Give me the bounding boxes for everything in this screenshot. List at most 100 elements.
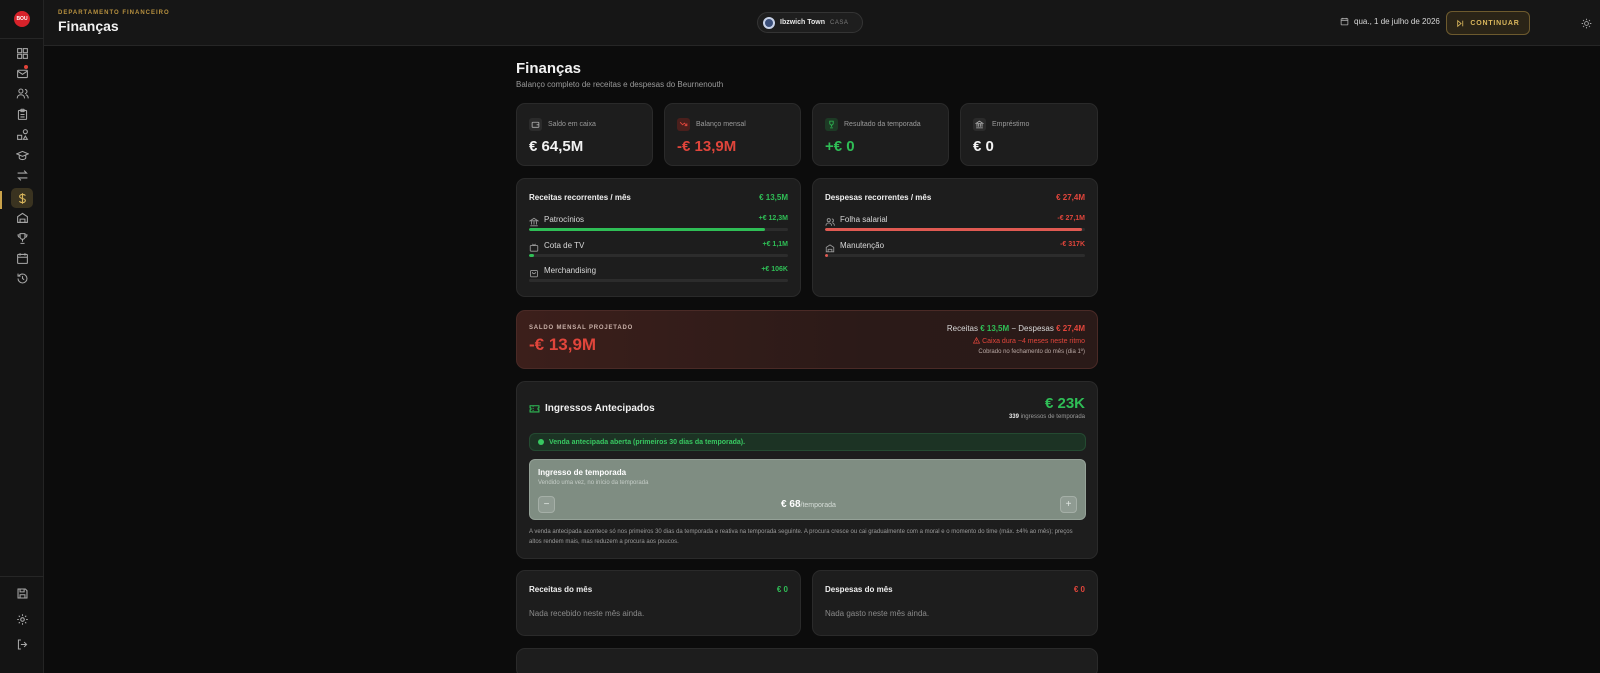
stat-label: Empréstimo <box>992 121 1030 128</box>
clipboard-icon <box>17 108 27 120</box>
header-title: Finanças <box>58 18 119 34</box>
expense-row-maintenance: Manutenção -€ 317K <box>825 240 1085 264</box>
expense-bar-fill <box>825 254 828 257</box>
income-label: Cota de TV <box>544 241 585 250</box>
trophy-icon <box>825 118 838 131</box>
warning-icon <box>972 336 981 344</box>
expense-value: -€ 27,1M <box>1057 215 1085 222</box>
sidebar-item-tactics[interactable] <box>11 104 33 124</box>
stat-value: +€ 0 <box>825 138 855 155</box>
season-ticket-price: € 68/temporada <box>530 499 1087 510</box>
team-location: CASA <box>829 19 849 26</box>
month-income-total: € 0 <box>776 585 788 594</box>
month-expenses-empty: Nada gasto neste mês ainda. <box>825 609 930 618</box>
stat-label: Resultado da temporada <box>844 121 921 128</box>
next-section-card <box>516 648 1098 673</box>
grid-icon <box>16 47 28 59</box>
status-dot-icon <box>538 439 544 445</box>
calendar-icon <box>16 252 28 264</box>
price-decrease-button[interactable]: − <box>538 496 555 513</box>
projection-note: Cobrado no fechamento do mês (dia 1º) <box>978 349 1085 355</box>
sun-icon <box>1581 18 1591 28</box>
page-title: Finanças <box>516 60 582 77</box>
notification-dot <box>24 65 28 69</box>
advance-tickets-count: 339 ingressos de temporada <box>1009 414 1085 420</box>
income-value: +€ 12,3M <box>758 215 788 222</box>
month-income-title: Receitas do mês <box>529 585 593 594</box>
team-selector[interactable]: Ibzwich Town CASA <box>757 12 863 33</box>
gear-icon <box>16 613 28 625</box>
active-indicator <box>0 191 2 209</box>
sidebar-item-finances[interactable] <box>11 188 33 208</box>
expense-bar-track <box>825 254 1085 257</box>
top-bar: DEPARTAMENTO FINANCEIRO Finanças Ibzwich… <box>44 0 1600 46</box>
stat-card-season-result: Resultado da temporada +€ 0 <box>812 103 949 166</box>
ticket-count-label: ingressos de temporada <box>1020 414 1085 420</box>
stadium-icon <box>825 240 835 253</box>
sidebar-item-training[interactable] <box>11 145 33 165</box>
month-expenses-total: € 0 <box>1073 585 1085 594</box>
season-ticket-panel: Ingresso de temporada Vendido uma vez, n… <box>529 459 1086 520</box>
recurring-expenses-card: Despesas recorrentes / mês € 27,4M Folha… <box>812 178 1098 297</box>
continue-button[interactable]: CONTINUAR <box>1446 11 1530 35</box>
trend-down-icon <box>677 118 690 131</box>
expense-label: Folha salarial <box>840 215 888 224</box>
season-ticket-subtitle: Vendido uma vez, no início da temporada <box>538 480 649 486</box>
advance-tickets-note: A venda antecipada acontece só nos prime… <box>529 529 1073 545</box>
history-icon <box>17 273 27 283</box>
expense-row-payroll: Folha salarial -€ 27,1M <box>825 214 1085 238</box>
sidebar-item-scouting[interactable] <box>11 124 33 144</box>
calendar-icon <box>1340 17 1349 26</box>
sidebar-item-history[interactable] <box>11 268 33 288</box>
continue-label: CONTINUAR <box>1470 19 1520 27</box>
recurring-expenses-title: Despesas recorrentes / mês <box>825 193 932 202</box>
price-increase-button[interactable]: + <box>1060 496 1077 513</box>
income-row-sponsorship: Patrocínios +€ 12,3M <box>528 214 788 238</box>
page-subtitle: Balanço completo de receitas e despesas … <box>516 80 724 89</box>
stat-value: € 64,5M <box>529 138 584 155</box>
advance-tickets-total: € 23K <box>1044 395 1085 412</box>
settings-button[interactable] <box>11 609 33 629</box>
ticket-icon <box>529 405 540 413</box>
income-bar-track <box>529 254 788 257</box>
sidebar-item-dashboard[interactable] <box>11 43 33 63</box>
stat-value: € 0 <box>973 138 994 155</box>
income-value: +€ 1,1M <box>762 241 789 248</box>
shopping-bag-icon <box>529 265 539 278</box>
expense-label: Manutenção <box>840 241 885 250</box>
advance-tickets-title-text: Ingressos Antecipados <box>545 403 655 414</box>
shapes-icon <box>16 128 28 140</box>
income-bar-track <box>529 228 788 231</box>
skip-forward-icon <box>1457 19 1464 27</box>
stat-card-loan: Empréstimo € 0 <box>960 103 1098 166</box>
sidebar-divider <box>0 576 44 577</box>
sidebar-item-competitions[interactable] <box>11 228 33 248</box>
logout-icon <box>17 639 27 649</box>
stat-card-monthly-balance: Balanço mensal -€ 13,9M <box>664 103 801 166</box>
sidebar-item-inbox[interactable] <box>11 63 33 83</box>
current-date: qua., 1 de julho de 2026 <box>1340 17 1440 26</box>
stat-label: Saldo em caixa <box>548 121 596 128</box>
income-value: +€ 106K <box>761 266 788 273</box>
save-button[interactable] <box>11 583 33 603</box>
club-logo[interactable]: BOU <box>14 11 30 27</box>
sidebar-item-stadium[interactable] <box>11 207 33 227</box>
income-label: Patrocínios <box>544 215 585 224</box>
dollar-icon <box>18 192 26 204</box>
sidebar-item-calendar[interactable] <box>11 248 33 268</box>
theme-toggle[interactable] <box>1579 16 1593 30</box>
price-suffix: /temporada <box>800 502 836 509</box>
sidebar-item-squad[interactable] <box>11 83 33 103</box>
users-icon <box>16 88 29 98</box>
separator: − <box>1011 324 1017 333</box>
team-name: Ibzwich Town <box>780 19 825 26</box>
mail-icon <box>16 69 28 78</box>
sidebar-item-transfers[interactable] <box>11 165 33 185</box>
logout-button[interactable] <box>11 634 33 654</box>
expense-value: -€ 317K <box>1060 241 1085 248</box>
sidebar-divider <box>0 38 44 39</box>
advance-tickets-card: Ingressos Antecipados € 23K 339 ingresso… <box>516 381 1098 559</box>
projected-balance-kicker: SALDO MENSAL PROJETADO <box>529 325 634 331</box>
month-expenses-card: Despesas do mês € 0 Nada gasto neste mês… <box>812 570 1098 636</box>
stat-value: -€ 13,9M <box>677 138 737 155</box>
